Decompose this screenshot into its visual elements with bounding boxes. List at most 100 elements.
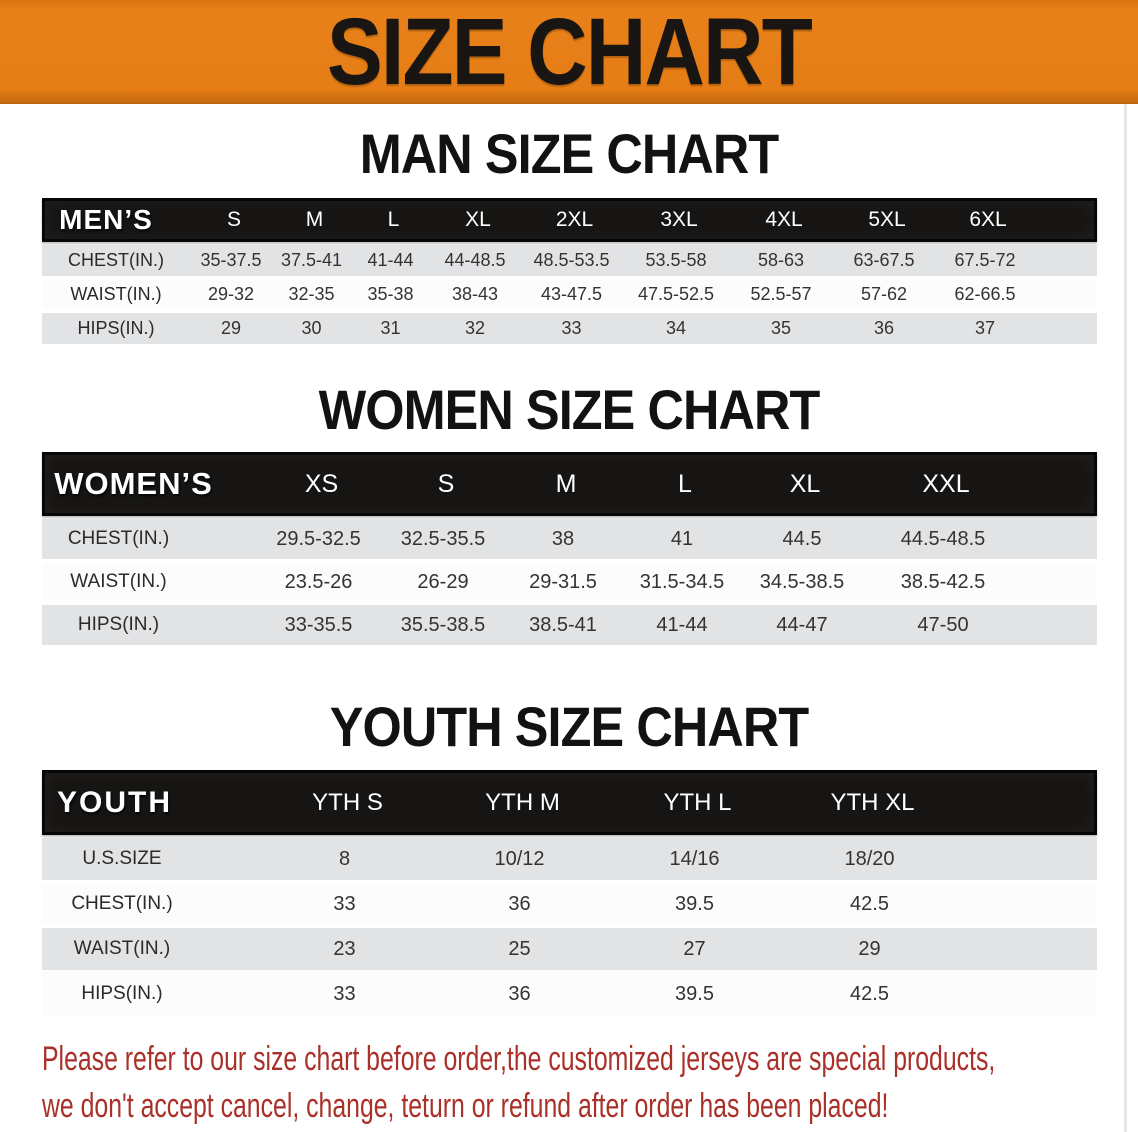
men-header-row: MEN’S S M L XL 2XL 3XL 4XL 5XL 6XL (42, 198, 1097, 242)
row-label: CHEST(IN.) (71, 893, 173, 914)
men-size-header: 2XL (555, 208, 594, 231)
men-size-header: L (387, 208, 400, 231)
value-cell: 29-32 (207, 284, 255, 304)
women-waist-row: WAIST(IN.) 23.5-26 26-29 29-31.5 31.5-34… (42, 562, 1097, 602)
value-cell: 30 (301, 318, 322, 338)
value-cell: 35-38 (367, 284, 414, 304)
women-size-header: XS (304, 469, 339, 498)
men-size-header: S (226, 208, 241, 231)
row-label: HIPS(IN.) (81, 983, 163, 1004)
row-label: U.S.SIZE (82, 848, 162, 869)
value-cell: 33-35.5 (284, 613, 353, 636)
value-cell: 62-66.5 (954, 284, 1016, 304)
value-cell: 35 (770, 318, 792, 338)
value-cell: 41-44 (367, 250, 414, 270)
men-corner-label: MEN’S (59, 204, 153, 235)
value-cell: 34.5-38.5 (759, 570, 845, 593)
men-size-header: XL (465, 208, 491, 231)
value-cell: 37.5-41 (280, 250, 343, 270)
value-cell: 63-67.5 (853, 250, 915, 270)
youth-size-header: YTH L (663, 788, 732, 816)
value-cell: 42.5 (850, 982, 889, 1005)
value-cell: 47.5-52.5 (637, 284, 715, 304)
youth-section-heading: YOUTH SIZE CHART (329, 695, 809, 758)
value-cell: 23 (333, 937, 356, 960)
page-edge-line (1124, 104, 1127, 1132)
value-cell: 36 (873, 318, 895, 338)
women-corner-label: WOMEN’S (54, 466, 213, 501)
value-cell: 36 (508, 892, 531, 915)
row-label: HIPS(IN.) (77, 318, 155, 338)
value-cell: 44.5-48.5 (900, 527, 986, 550)
women-size-header: L (678, 469, 692, 498)
youth-size-header: YTH S (312, 788, 383, 816)
women-size-header: S (437, 469, 455, 498)
men-chest-row: CHEST(IN.) 35-37.5 37.5-41 41-44 44-48.5… (42, 245, 1097, 276)
value-cell: 35.5-38.5 (400, 613, 486, 636)
value-cell: 29 (220, 318, 242, 338)
row-label: CHEST(IN.) (67, 528, 170, 549)
value-cell: 39.5 (675, 982, 714, 1005)
value-cell: 18/20 (844, 847, 895, 870)
disclaimer-line-1: Please refer to our size chart before or… (42, 1040, 996, 1078)
women-size-header: M (555, 469, 577, 498)
value-cell: 32-35 (288, 284, 335, 304)
women-header-row: WOMEN’S XS S M L XL XXL (42, 452, 1097, 516)
women-size-header: XL (789, 469, 821, 498)
value-cell: 31.5-34.5 (639, 570, 725, 593)
value-cell: 41 (670, 527, 694, 550)
value-cell: 38 (551, 527, 575, 550)
value-cell: 31 (380, 318, 401, 338)
youth-ussize-row: U.S.SIZE 8 10/12 14/16 18/20 (42, 838, 1097, 880)
value-cell: 33 (333, 982, 356, 1005)
youth-corner-label: YOUTH (57, 785, 172, 819)
row-label: HIPS(IN.) (77, 614, 160, 635)
value-cell: 29 (858, 937, 881, 960)
banner-title: SIZE CHART (327, 0, 813, 105)
men-size-header: 6XL (969, 208, 1007, 231)
value-cell: 43-47.5 (540, 284, 603, 304)
value-cell: 33 (561, 318, 582, 338)
value-cell: 53.5-58 (645, 250, 707, 270)
youth-size-table: YOUTH YTH S YTH M YTH L YTH XL U.S.SIZE … (42, 770, 1097, 1015)
value-cell: 26-29 (417, 570, 469, 593)
value-cell: 57-62 (860, 284, 908, 304)
value-cell: 32.5-35.5 (400, 527, 486, 550)
youth-header-row: YOUTH YTH S YTH M YTH L YTH XL (42, 770, 1097, 835)
value-cell: 23.5-26 (284, 570, 353, 593)
value-cell: 41-44 (656, 613, 708, 636)
value-cell: 47-50 (917, 613, 969, 636)
men-section-heading: MAN SIZE CHART (359, 122, 779, 185)
youth-hips-row: HIPS(IN.) 33 36 39.5 42.5 (42, 973, 1097, 1015)
youth-chest-row: CHEST(IN.) 33 36 39.5 42.5 (42, 883, 1097, 925)
value-cell: 44-47 (776, 613, 828, 636)
row-label: WAIST(IN.) (70, 571, 167, 592)
men-size-table: MEN’S S M L XL 2XL 3XL 4XL 5XL 6XL CHEST… (42, 198, 1097, 344)
value-cell: 25 (508, 937, 531, 960)
value-cell: 58-63 (757, 250, 805, 270)
value-cell: 14/16 (669, 847, 720, 870)
value-cell: 48.5-53.5 (533, 250, 610, 270)
value-cell: 38.5-41 (529, 613, 597, 636)
size-chart-banner: SIZE CHART (0, 0, 1138, 105)
value-cell: 35-37.5 (200, 250, 262, 270)
men-size-header: M (305, 208, 324, 231)
women-chest-row: CHEST(IN.) 29.5-32.5 32.5-35.5 38 41 44.… (42, 519, 1097, 559)
youth-size-header: YTH M (485, 788, 560, 816)
youth-size-header: YTH XL (830, 788, 915, 816)
youth-waist-row: WAIST(IN.) 23 25 27 29 (42, 928, 1097, 970)
value-cell: 38.5-42.5 (900, 570, 986, 593)
disclaimer-line-2: we don't accept cancel, change, teturn o… (42, 1087, 889, 1125)
value-cell: 27 (683, 937, 706, 960)
women-hips-row: HIPS(IN.) 33-35.5 35.5-38.5 38.5-41 41-4… (42, 605, 1097, 645)
value-cell: 39.5 (675, 892, 714, 915)
value-cell: 36 (508, 982, 531, 1005)
value-cell: 32 (464, 318, 486, 338)
row-label: CHEST(IN.) (68, 250, 164, 270)
women-size-header: XXL (922, 469, 970, 498)
women-section-heading: WOMEN SIZE CHART (318, 378, 821, 441)
value-cell: 67.5-72 (954, 250, 1016, 270)
women-size-table: WOMEN’S XS S M L XL XXL CHEST(IN.) 29.5-… (42, 452, 1097, 645)
row-label: WAIST(IN.) (70, 284, 162, 304)
value-cell: 8 (338, 847, 351, 870)
